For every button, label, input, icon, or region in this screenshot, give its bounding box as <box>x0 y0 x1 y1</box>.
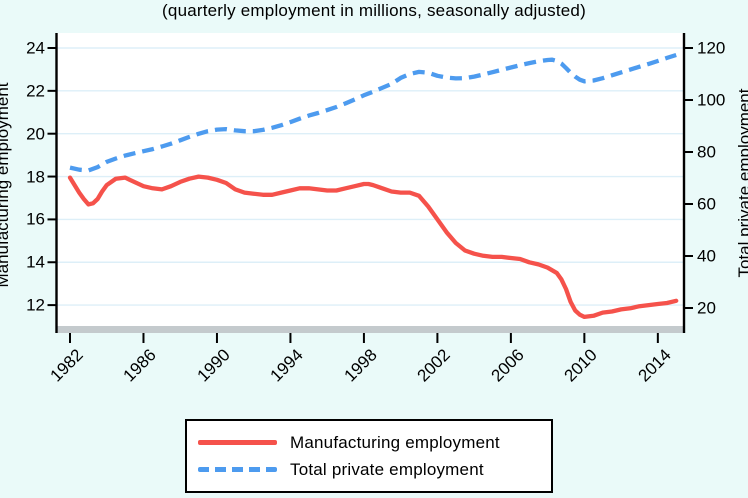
legend-label-manufacturing: Manufacturing employment <box>290 432 500 452</box>
legend-item-manufacturing: Manufacturing employment <box>198 433 551 453</box>
y-right-axis-title: Total private employment <box>735 88 748 278</box>
legend: Manufacturing employment Total private e… <box>185 419 553 493</box>
legend-item-total-private: Total private employment <box>198 460 551 480</box>
plot-area <box>56 33 684 326</box>
legend-dashed-blue-line-swatch <box>198 467 277 472</box>
chart-title: (quarterly employment in millions, seaso… <box>162 1 586 20</box>
y-left-axis-title: Manufacturing employment <box>0 82 12 288</box>
legend-label-total-private: Total private employment <box>290 459 484 479</box>
series-line-manufacturing-employment <box>67 174 679 320</box>
x-axis-line <box>55 326 685 333</box>
legend-solid-red-line-swatch <box>198 440 277 445</box>
series-line-total-private-employment <box>69 52 677 173</box>
